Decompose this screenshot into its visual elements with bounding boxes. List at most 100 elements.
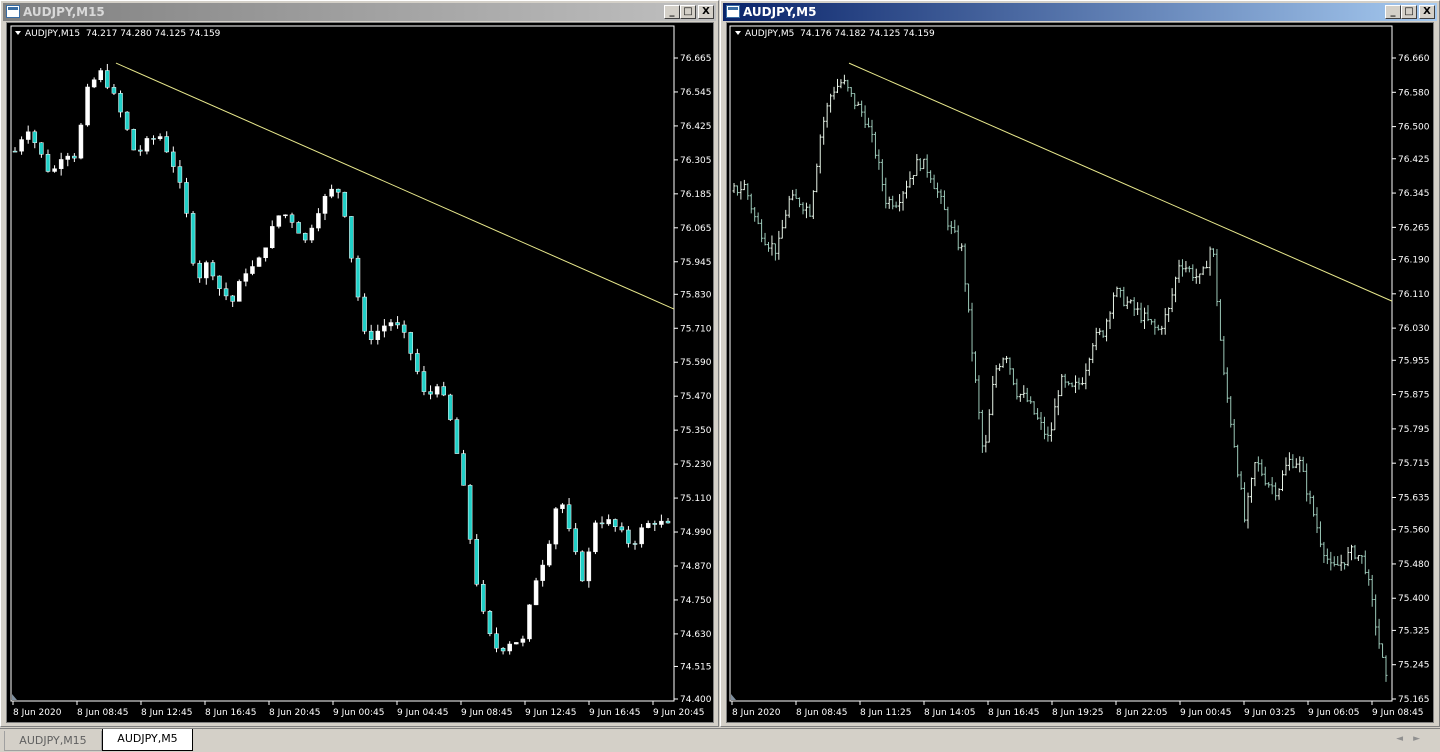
title-bar[interactable]: AUDJPY,M15 _ □ X bbox=[3, 3, 716, 21]
bear-candle bbox=[362, 296, 367, 332]
bull-candle bbox=[514, 642, 519, 645]
bear-candle bbox=[296, 222, 301, 234]
y-tick-label: 76.190 bbox=[1398, 256, 1430, 266]
x-tick-label: 8 Jun 08:45 bbox=[796, 708, 847, 718]
scroll-left-icon[interactable]: ◄ bbox=[1396, 734, 1414, 744]
bear-candle bbox=[12, 150, 18, 153]
y-tick-label: 76.305 bbox=[680, 156, 712, 166]
bull-candle bbox=[269, 226, 275, 248]
bear-candle bbox=[355, 257, 361, 298]
bull-candle bbox=[382, 325, 387, 332]
bear-candle bbox=[210, 262, 216, 277]
y-tick-label: 74.870 bbox=[680, 562, 712, 572]
bull-candle bbox=[52, 168, 57, 172]
y-tick-label: 76.030 bbox=[1398, 324, 1430, 334]
bear-candle bbox=[105, 70, 110, 88]
price-chart[interactable]: 76.660 76.580 76.500 76.425 76.345 76.265 76.1… bbox=[727, 23, 1435, 724]
bear-candle bbox=[45, 154, 51, 172]
window-title: AUDJPY,M15 bbox=[23, 5, 105, 19]
x-tick-label: 8 Jun 08:45 bbox=[77, 708, 128, 718]
bull-candle bbox=[606, 519, 611, 525]
bear-candle bbox=[494, 633, 499, 649]
scroll-right-icon[interactable]: ► bbox=[1413, 734, 1430, 744]
chart-area[interactable]: 76.660 76.580 76.500 76.425 76.345 76.265 76.1… bbox=[726, 22, 1434, 723]
bear-candle bbox=[39, 142, 44, 155]
minimize-button[interactable]: _ bbox=[664, 5, 680, 19]
y-tick-label: 76.265 bbox=[1398, 223, 1430, 233]
bull-candle bbox=[78, 124, 84, 159]
bull-candle bbox=[329, 188, 334, 197]
bull-candle bbox=[276, 215, 282, 227]
y-tick-label: 74.990 bbox=[680, 528, 712, 538]
bull-candle bbox=[256, 257, 262, 267]
y-tick-label: 75.710 bbox=[680, 324, 712, 334]
tab-audjpy-m15[interactable]: AUDJPY,M15 bbox=[4, 731, 102, 751]
y-tick-label: 75.875 bbox=[1398, 391, 1430, 401]
bull-candle bbox=[237, 281, 242, 302]
chart-window-m15[interactable]: AUDJPY,M15 _ □ X 76.665 76.545 76.425 76.30… bbox=[0, 0, 719, 727]
bear-candle bbox=[368, 330, 374, 340]
bull-candle bbox=[560, 504, 565, 509]
bull-candle bbox=[283, 214, 288, 217]
chart-window-m5[interactable]: AUDJPY,M5 _ □ X 76.660 76.580 76.500 76.425… bbox=[720, 0, 1440, 727]
bear-candle bbox=[217, 275, 222, 289]
bear-candle bbox=[151, 138, 156, 140]
plot-frame bbox=[10, 25, 675, 702]
x-tick-label: 8 Jun 11:25 bbox=[860, 708, 911, 718]
tab-audjpy-m5[interactable]: AUDJPY,M5 bbox=[102, 729, 193, 751]
bull-candle bbox=[19, 139, 24, 152]
bear-candle bbox=[580, 551, 585, 582]
bear-candle bbox=[612, 519, 618, 527]
bear-candle bbox=[408, 332, 414, 354]
window-title: AUDJPY,M5 bbox=[743, 5, 817, 19]
bear-candle bbox=[665, 520, 671, 524]
bear-candle bbox=[302, 232, 308, 241]
bull-candle bbox=[639, 527, 644, 545]
y-tick-label: 75.945 bbox=[680, 258, 712, 268]
x-tick-label: 9 Jun 06:05 bbox=[1308, 708, 1359, 718]
close-button[interactable]: X bbox=[698, 5, 714, 19]
maximize-button[interactable]: □ bbox=[1401, 5, 1417, 19]
close-button[interactable]: X bbox=[1419, 5, 1435, 19]
x-tick-label: 9 Jun 00:45 bbox=[1180, 708, 1231, 718]
bear-candle bbox=[138, 149, 143, 152]
bear-candle bbox=[500, 647, 506, 652]
bear-candle bbox=[448, 394, 453, 420]
x-tick-label: 9 Jun 04:45 bbox=[397, 708, 448, 718]
bear-candle bbox=[184, 182, 189, 214]
bull-candle bbox=[144, 138, 150, 152]
x-tick-label: 9 Jun 20:45 bbox=[653, 708, 704, 718]
bear-candle bbox=[131, 129, 136, 151]
price-chart[interactable]: 76.665 76.545 76.425 76.305 76.185 76.065 75.9… bbox=[7, 23, 715, 724]
bear-candle bbox=[461, 453, 466, 486]
bear-candle bbox=[428, 391, 433, 395]
bull-candle bbox=[204, 262, 209, 279]
y-tick-label: 75.560 bbox=[1398, 526, 1430, 536]
x-tick-label: 8 Jun 20:45 bbox=[269, 708, 320, 718]
bear-candle bbox=[72, 155, 77, 159]
minimize-button[interactable]: _ bbox=[1385, 5, 1401, 19]
y-tick-label: 75.590 bbox=[680, 358, 712, 368]
bear-candle bbox=[401, 324, 407, 333]
bull-candle bbox=[540, 564, 545, 581]
x-tick-label: 9 Jun 16:45 bbox=[589, 708, 640, 718]
bear-candle bbox=[164, 136, 169, 153]
bear-candle bbox=[395, 322, 400, 326]
chart-area[interactable]: 76.665 76.545 76.425 76.305 76.185 76.065 75.9… bbox=[6, 22, 714, 723]
dropdown-triangle-icon[interactable] bbox=[735, 31, 741, 35]
x-tick-label: 8 Jun 14:05 bbox=[924, 708, 975, 718]
maximize-button[interactable]: □ bbox=[680, 5, 696, 19]
dropdown-triangle-icon[interactable] bbox=[15, 31, 21, 35]
y-tick-label: 76.110 bbox=[1398, 290, 1430, 300]
x-tick-label: 8 Jun 16:45 bbox=[988, 708, 1039, 718]
bull-candle bbox=[645, 523, 651, 528]
shift-marker-icon bbox=[731, 694, 736, 700]
y-tick-label: 75.715 bbox=[1398, 459, 1430, 469]
bull-candle bbox=[520, 638, 526, 643]
x-tick-label: 8 Jun 2020 bbox=[732, 708, 781, 718]
title-bar[interactable]: AUDJPY,M5 _ □ X bbox=[723, 3, 1437, 21]
bear-candle bbox=[632, 543, 638, 545]
bear-candle bbox=[474, 539, 479, 585]
y-tick-label: 74.400 bbox=[680, 695, 712, 705]
bull-candle bbox=[250, 266, 255, 274]
